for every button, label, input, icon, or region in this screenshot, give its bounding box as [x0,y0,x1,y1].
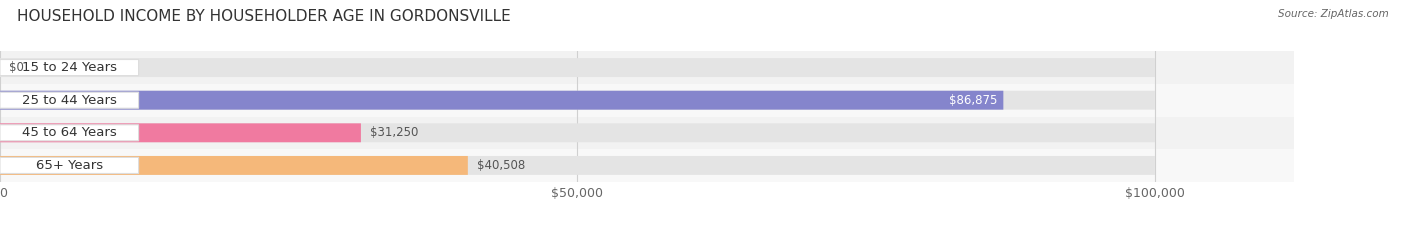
FancyBboxPatch shape [0,92,139,108]
Text: 15 to 24 Years: 15 to 24 Years [22,61,117,74]
Text: $31,250: $31,250 [370,126,419,139]
Text: $86,875: $86,875 [949,94,998,107]
Bar [0,116,1329,149]
FancyBboxPatch shape [0,59,139,76]
FancyBboxPatch shape [0,91,1154,110]
FancyBboxPatch shape [0,91,1004,110]
Text: 25 to 44 Years: 25 to 44 Years [22,94,117,107]
FancyBboxPatch shape [0,157,139,174]
FancyBboxPatch shape [0,58,1154,77]
FancyBboxPatch shape [0,123,1154,142]
FancyBboxPatch shape [0,123,361,142]
FancyBboxPatch shape [0,156,468,175]
FancyBboxPatch shape [0,156,1154,175]
Bar [0,84,1329,116]
FancyBboxPatch shape [0,125,139,141]
Text: 45 to 64 Years: 45 to 64 Years [22,126,117,139]
Bar [0,149,1329,182]
Text: 65+ Years: 65+ Years [35,159,103,172]
Text: Source: ZipAtlas.com: Source: ZipAtlas.com [1278,9,1389,19]
Text: $0: $0 [10,61,24,74]
Text: HOUSEHOLD INCOME BY HOUSEHOLDER AGE IN GORDONSVILLE: HOUSEHOLD INCOME BY HOUSEHOLDER AGE IN G… [17,9,510,24]
Bar [0,51,1329,84]
Text: $40,508: $40,508 [477,159,526,172]
